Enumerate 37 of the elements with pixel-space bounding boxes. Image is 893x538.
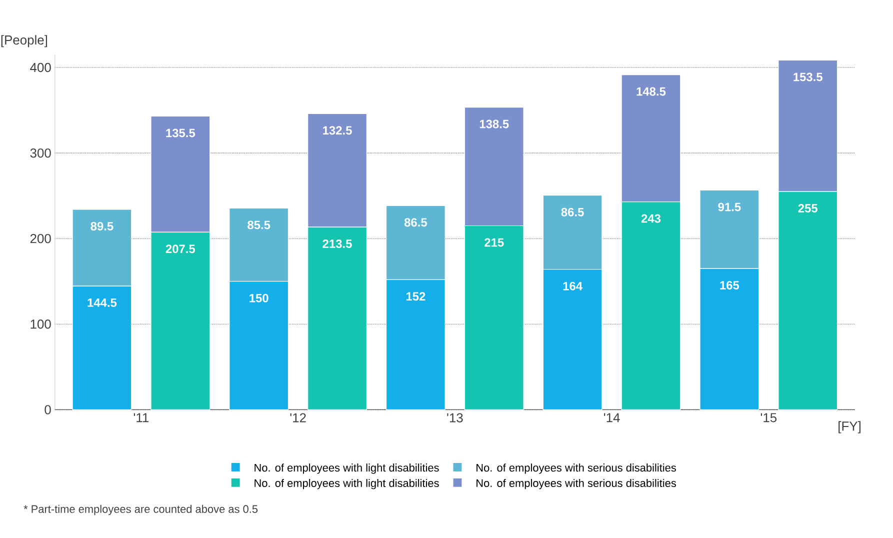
x-tick-label: '13 xyxy=(447,413,463,422)
data-label: 86.5 xyxy=(404,218,427,227)
data-label: 152 xyxy=(406,292,426,301)
y-tick-label: 0 xyxy=(44,405,51,414)
data-label: 138.5 xyxy=(480,120,509,128)
data-label: 153.5 xyxy=(794,72,822,82)
data-label: 215 xyxy=(484,238,504,247)
data-label: 148.5 xyxy=(636,87,666,96)
x-axis-title: [FY] xyxy=(838,421,860,434)
data-label: 243 xyxy=(641,214,661,223)
x-tick-label: '12 xyxy=(290,413,306,422)
data-label: 86.5 xyxy=(561,208,584,216)
x-tick-label: '15 xyxy=(760,413,777,422)
data-label: 213.5 xyxy=(322,240,352,248)
legend-label: No. of employees with serious disabilities xyxy=(476,478,676,490)
data-label: 85.5 xyxy=(248,220,270,230)
data-label: 165 xyxy=(720,281,740,290)
data-label: 135.5 xyxy=(166,128,196,138)
data-label: 144.5 xyxy=(88,298,117,307)
text: * Part-time employees are counted above as 0.5 xyxy=(24,504,258,516)
x-tick-label: '14 xyxy=(604,413,620,422)
legend-label: No. of employees with light disabilities xyxy=(254,478,439,490)
legend-label: No. of employees with serious disabilities xyxy=(476,464,676,474)
y-tick-label: 300 xyxy=(30,148,51,158)
y-tick-label: 100 xyxy=(30,320,51,329)
data-label: 255 xyxy=(798,204,818,212)
y-tick-label: 200 xyxy=(30,234,51,244)
y-axis-title: [People] xyxy=(1,35,48,48)
data-label: 91.5 xyxy=(718,202,741,212)
data-label: 89.5 xyxy=(90,222,114,230)
data-label: 132.5 xyxy=(323,126,352,135)
legend-label: No. of employees with light disabilities xyxy=(254,464,439,474)
data-label: 164 xyxy=(563,282,582,290)
data-label: 150 xyxy=(250,294,268,302)
y-tick-label: 400 xyxy=(30,62,51,72)
x-tick-label: '11 xyxy=(134,413,149,422)
data-label: 207.5 xyxy=(166,244,196,254)
